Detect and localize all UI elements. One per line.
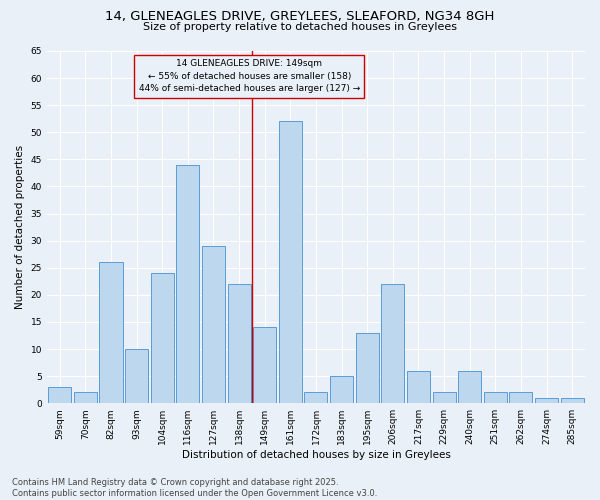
Bar xyxy=(458,370,481,403)
Bar xyxy=(227,284,251,403)
Bar xyxy=(433,392,455,403)
Text: Contains HM Land Registry data © Crown copyright and database right 2025.
Contai: Contains HM Land Registry data © Crown c… xyxy=(12,478,377,498)
Bar xyxy=(48,387,71,403)
Bar xyxy=(304,392,328,403)
Bar xyxy=(484,392,507,403)
Text: Size of property relative to detached houses in Greylees: Size of property relative to detached ho… xyxy=(143,22,457,32)
Bar xyxy=(535,398,558,403)
Bar xyxy=(381,284,404,403)
X-axis label: Distribution of detached houses by size in Greylees: Distribution of detached houses by size … xyxy=(182,450,451,460)
Bar xyxy=(100,262,122,403)
Y-axis label: Number of detached properties: Number of detached properties xyxy=(15,145,25,309)
Bar xyxy=(202,246,225,403)
Bar xyxy=(330,376,353,403)
Bar xyxy=(125,349,148,403)
Bar xyxy=(560,398,584,403)
Bar xyxy=(176,165,199,403)
Bar xyxy=(74,392,97,403)
Bar xyxy=(407,370,430,403)
Bar xyxy=(253,328,276,403)
Bar xyxy=(509,392,532,403)
Text: 14 GLENEAGLES DRIVE: 149sqm
← 55% of detached houses are smaller (158)
44% of se: 14 GLENEAGLES DRIVE: 149sqm ← 55% of det… xyxy=(139,59,360,93)
Bar xyxy=(356,333,379,403)
Bar xyxy=(151,273,174,403)
Bar xyxy=(279,122,302,403)
Text: 14, GLENEAGLES DRIVE, GREYLEES, SLEAFORD, NG34 8GH: 14, GLENEAGLES DRIVE, GREYLEES, SLEAFORD… xyxy=(106,10,494,23)
